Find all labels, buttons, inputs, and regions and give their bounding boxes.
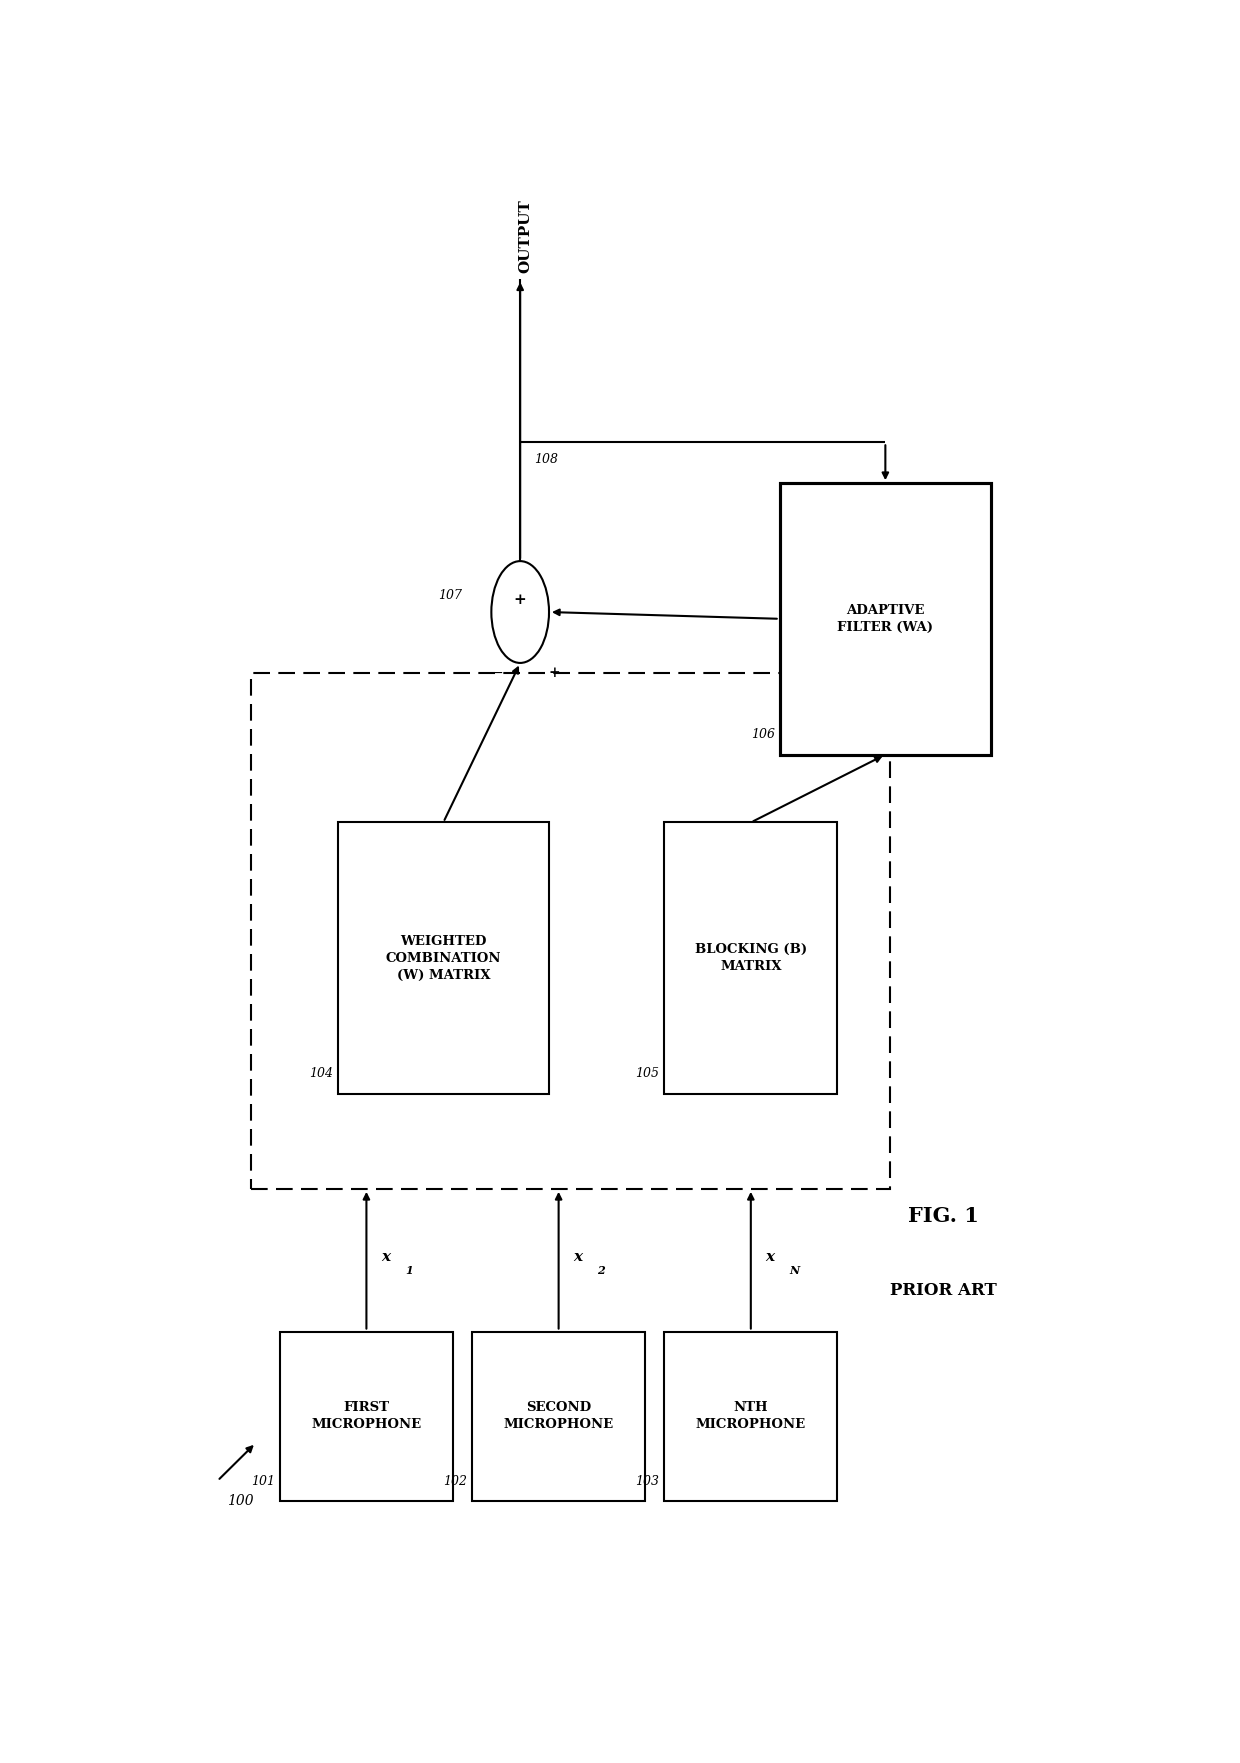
Text: 102: 102 [444,1474,467,1488]
Text: x: x [765,1250,774,1264]
Bar [665,1331,837,1500]
Text: x: x [381,1250,389,1264]
Text: FIG. 1: FIG. 1 [908,1206,978,1225]
Bar [250,673,890,1188]
Text: BLOCKING (B)
MATRIX: BLOCKING (B) MATRIX [694,943,807,973]
Text: 107: 107 [439,589,463,603]
Text: +: + [513,592,527,606]
Text: 104: 104 [309,1067,332,1081]
Text: OUTPUT: OUTPUT [518,199,532,273]
Text: 106: 106 [751,728,775,740]
Text: 1: 1 [404,1264,413,1276]
Text: −: − [491,666,503,681]
Bar [472,1331,645,1500]
Text: ADAPTIVE
FILTER (WA): ADAPTIVE FILTER (WA) [837,603,934,635]
Text: NTH
MICROPHONE: NTH MICROPHONE [696,1402,806,1432]
Text: WEIGHTED
COMBINATION
(W) MATRIX: WEIGHTED COMBINATION (W) MATRIX [386,934,501,982]
Bar [280,1331,453,1500]
Bar [337,822,549,1093]
Text: 101: 101 [252,1474,275,1488]
Text: 100: 100 [227,1493,254,1507]
Text: SECOND
MICROPHONE: SECOND MICROPHONE [503,1402,614,1432]
Text: 108: 108 [534,453,558,465]
Text: x: x [573,1250,582,1264]
Text: 105: 105 [636,1067,660,1081]
Text: 103: 103 [636,1474,660,1488]
Text: 2: 2 [596,1264,605,1276]
Text: PRIOR ART: PRIOR ART [889,1282,997,1299]
Ellipse shape [491,561,549,663]
Text: +: + [549,666,560,681]
Bar [665,822,837,1093]
Bar [780,483,991,755]
Text: FIRST
MICROPHONE: FIRST MICROPHONE [311,1402,422,1432]
Text: N: N [789,1264,800,1276]
